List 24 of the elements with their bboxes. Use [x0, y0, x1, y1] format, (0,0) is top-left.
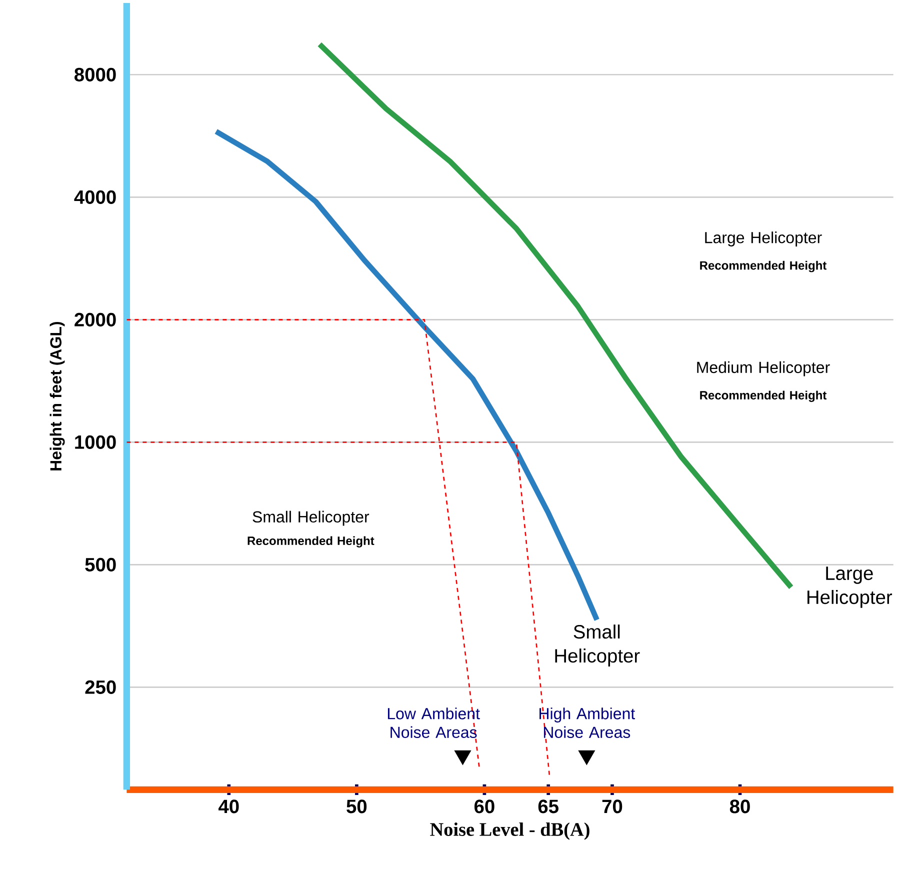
annotation: Medium Helicopter [697, 361, 830, 376]
y-tick-label: 8000 [74, 68, 116, 82]
annotation: Small Helicopter [252, 510, 370, 526]
annotation: High Ambient Noise Areas [540, 708, 635, 738]
y-tick-label: 500 [85, 558, 116, 572]
annotation: Low Ambient Noise Areas [388, 708, 480, 738]
x-axis-title: Noise Level - dB(A) [430, 822, 590, 840]
x-tick-label: 80 [730, 800, 750, 814]
x-tick-label: 40 [218, 800, 239, 814]
series-label: Small Helicopter [555, 624, 640, 666]
annotation: Large Helicopter [705, 232, 822, 246]
x-tick-label: 60 [474, 800, 494, 814]
x-tick-label: 50 [346, 800, 367, 814]
x-tick-label: 65 [538, 800, 558, 814]
y-tick-label: 4000 [74, 190, 116, 204]
annotation: Recommended Height [248, 536, 374, 548]
annotation: Recommended Height [700, 260, 827, 272]
series-label: Large Helicopter [808, 566, 892, 608]
y-axis-title: Height in feet (AGL) [50, 322, 65, 470]
y-tick-label: 2000 [74, 312, 116, 326]
annotation: Recommended Height [700, 390, 827, 402]
y-tick-label: 250 [85, 680, 116, 694]
x-tick-label: 70 [602, 800, 622, 814]
y-tick-label: 1000 [75, 435, 116, 449]
